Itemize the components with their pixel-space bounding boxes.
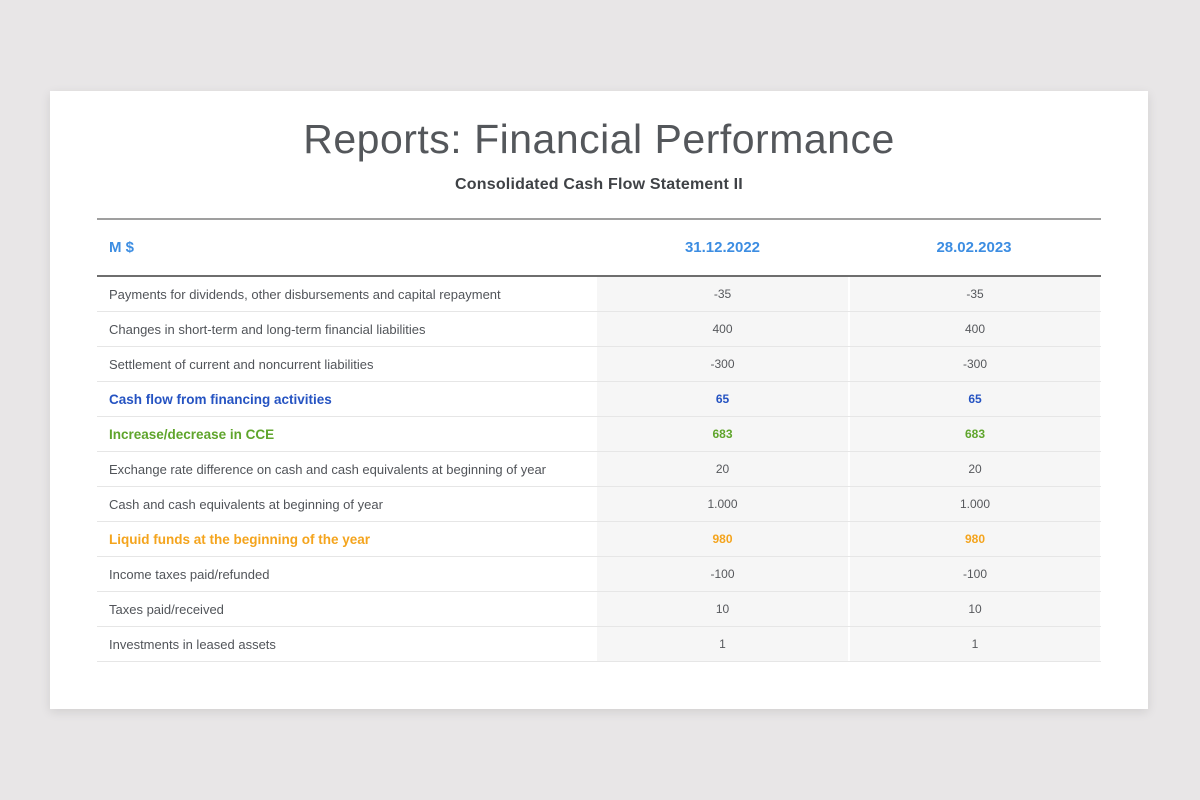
row-value: 65 xyxy=(597,382,848,416)
row-label: Exchange rate difference on cash and cas… xyxy=(97,452,597,486)
report-card: Reports: Financial Performance Consolida… xyxy=(50,91,1148,709)
row-value: 400 xyxy=(848,312,1100,346)
row-value: 1 xyxy=(597,627,848,661)
table-row: Cash flow from financing activities 65 6… xyxy=(97,382,1101,417)
cash-flow-table: M $ 31.12.2022 28.02.2023 Payments for d… xyxy=(97,218,1101,662)
table-row: Exchange rate difference on cash and cas… xyxy=(97,452,1101,487)
column-header-2023: 28.02.2023 xyxy=(936,239,1012,256)
table-row: Changes in short-term and long-term fina… xyxy=(97,312,1101,347)
row-value: 20 xyxy=(597,452,848,486)
table-row: Settlement of current and noncurrent lia… xyxy=(97,347,1101,382)
row-value: -100 xyxy=(848,557,1100,591)
table-header-row: M $ 31.12.2022 28.02.2023 xyxy=(97,218,1101,277)
table-row: Income taxes paid/refunded -100 -100 xyxy=(97,557,1101,592)
row-value: 20 xyxy=(848,452,1100,486)
row-value: 1.000 xyxy=(597,487,848,521)
table-row: Payments for dividends, other disburseme… xyxy=(97,277,1101,312)
table-row: Taxes paid/received 10 10 xyxy=(97,592,1101,627)
row-value: 980 xyxy=(848,522,1100,556)
row-value: 65 xyxy=(848,382,1100,416)
table-row: Investments in leased assets 1 1 xyxy=(97,627,1101,662)
row-label: Payments for dividends, other disburseme… xyxy=(97,277,597,311)
row-value: -35 xyxy=(597,277,848,311)
page-title: Reports: Financial Performance xyxy=(303,116,895,162)
row-value: 10 xyxy=(597,592,848,626)
row-value: 10 xyxy=(848,592,1100,626)
row-value: 400 xyxy=(597,312,848,346)
row-label: Cash flow from financing activities xyxy=(97,382,597,416)
row-label: Changes in short-term and long-term fina… xyxy=(97,312,597,346)
table-row: Cash and cash equivalents at beginning o… xyxy=(97,487,1101,522)
row-label: Taxes paid/received xyxy=(97,592,597,626)
table-row: Increase/decrease in CCE 683 683 xyxy=(97,417,1101,452)
row-value: 683 xyxy=(848,417,1100,451)
table-body: Payments for dividends, other disburseme… xyxy=(97,277,1101,662)
row-label: Liquid funds at the beginning of the yea… xyxy=(97,522,597,556)
row-value: -300 xyxy=(848,347,1100,381)
page-subtitle: Consolidated Cash Flow Statement II xyxy=(455,176,743,193)
row-label: Cash and cash equivalents at beginning o… xyxy=(97,487,597,521)
row-value: -300 xyxy=(597,347,848,381)
row-label: Increase/decrease in CCE xyxy=(97,417,597,451)
row-value: 683 xyxy=(597,417,848,451)
row-value: 980 xyxy=(597,522,848,556)
row-value: -100 xyxy=(597,557,848,591)
row-label: Income taxes paid/refunded xyxy=(97,557,597,591)
unit-label: M $ xyxy=(109,239,135,256)
table-row: Liquid funds at the beginning of the yea… xyxy=(97,522,1101,557)
column-header-2022: 31.12.2022 xyxy=(684,239,761,256)
row-value: 1 xyxy=(848,627,1100,661)
row-value: -35 xyxy=(848,277,1100,311)
row-label: Settlement of current and noncurrent lia… xyxy=(97,347,597,381)
row-value: 1.000 xyxy=(848,487,1100,521)
row-label: Investments in leased assets xyxy=(97,627,597,661)
